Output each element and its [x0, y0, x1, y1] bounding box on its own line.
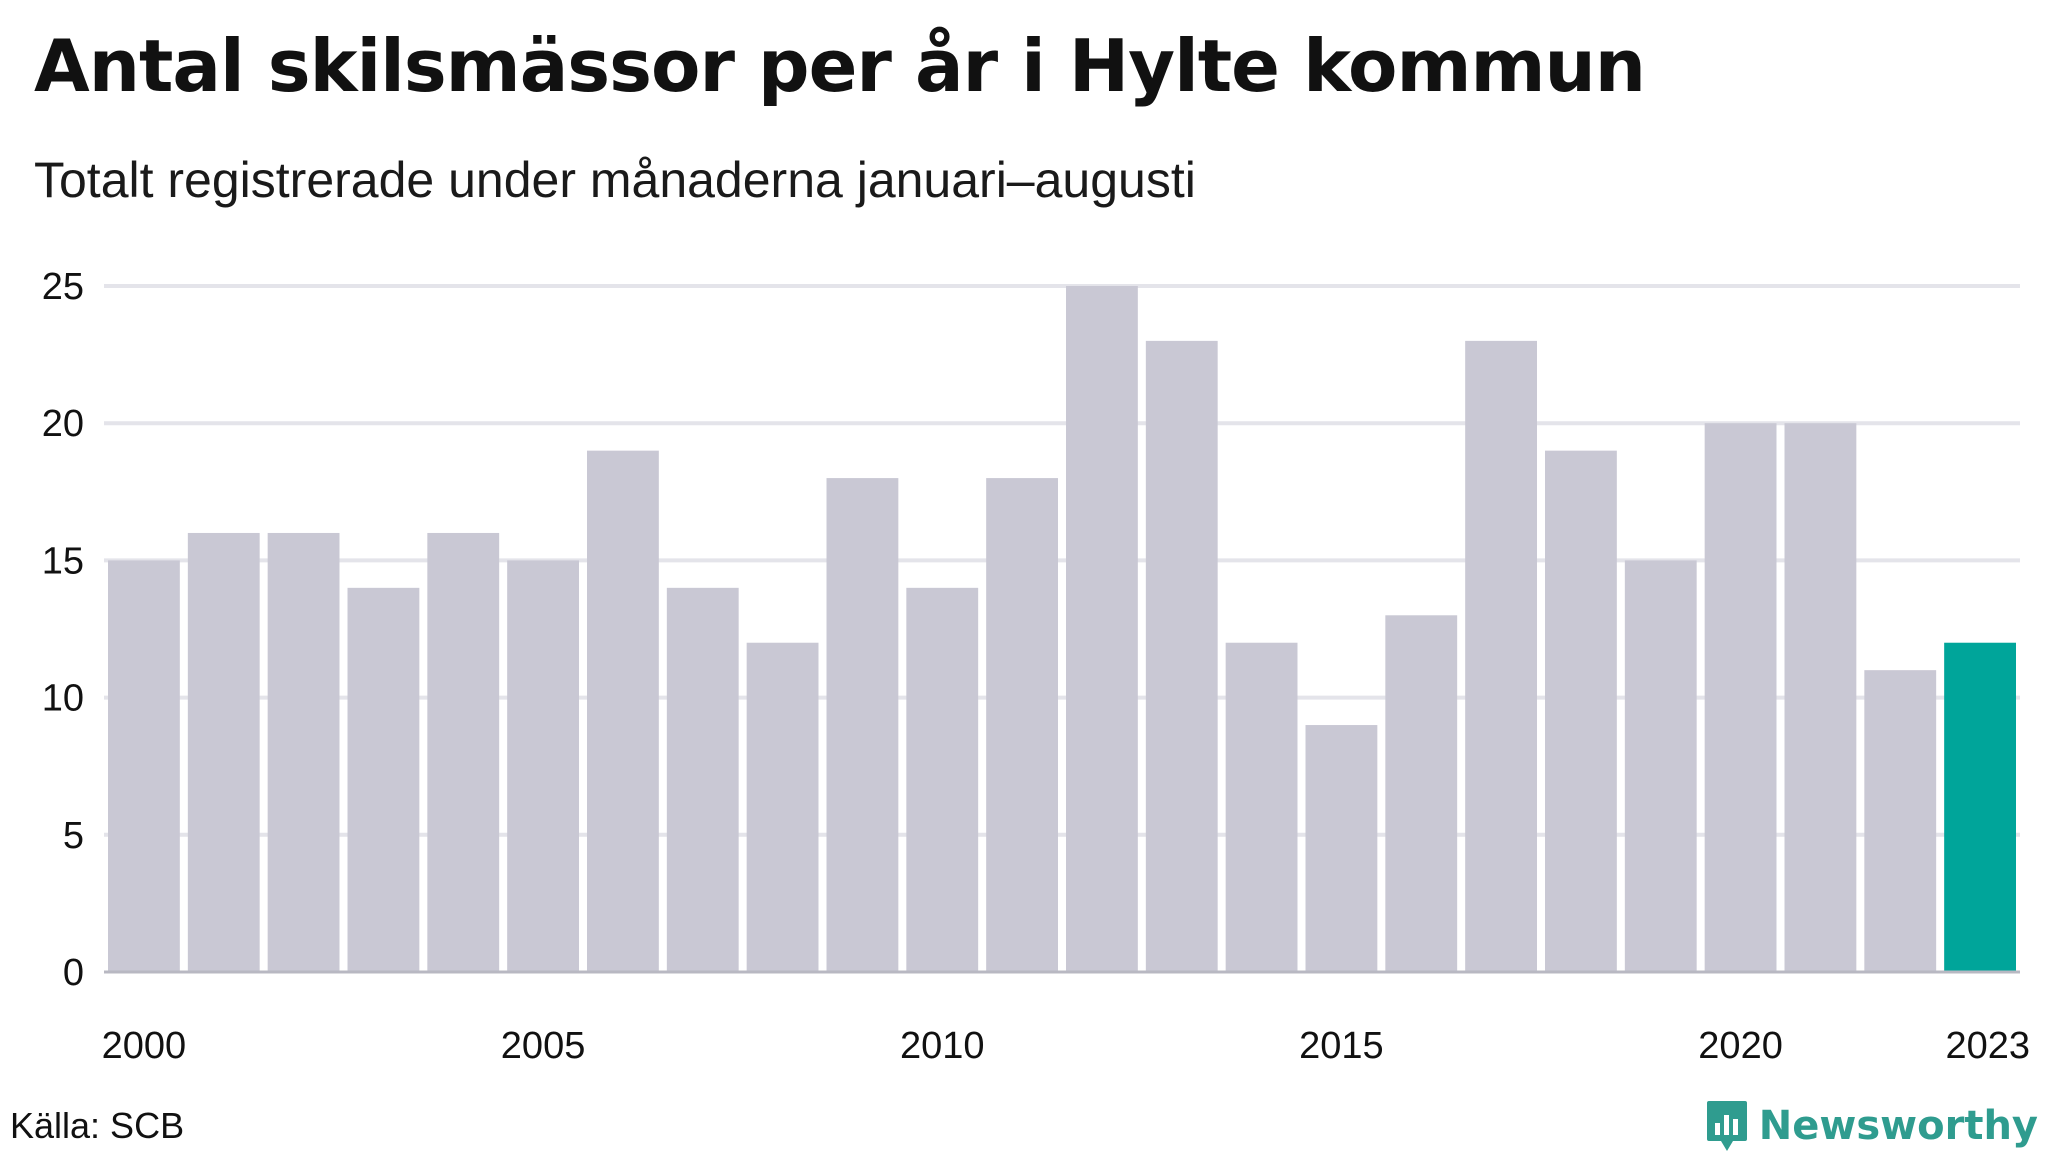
bar-2000 — [108, 560, 180, 972]
bar-2019 — [1624, 560, 1697, 972]
bar-2022 — [1864, 670, 1937, 972]
x-tick-label: 2005 — [501, 1025, 586, 1067]
bar-2007 — [666, 587, 739, 972]
brand-name: Newsworthy — [1758, 1103, 2038, 1149]
chart-title: Antal skilsmässor per år i Hylte kommun — [34, 24, 1646, 108]
gridlines — [104, 284, 2020, 837]
x-tick-label: 2020 — [1698, 1025, 1783, 1067]
x-tick-label: 2023 — [1945, 1025, 2030, 1067]
bar-2013 — [1145, 340, 1218, 972]
bar-2015 — [1305, 725, 1378, 972]
bar-2021 — [1784, 423, 1857, 972]
y-tick-label: 5 — [63, 815, 84, 857]
bar-2012 — [1066, 286, 1138, 972]
bar-2008 — [746, 642, 819, 972]
bar-2005 — [507, 560, 579, 972]
y-tick-label: 10 — [42, 678, 84, 720]
y-tick-label: 15 — [42, 540, 84, 582]
bar-2020 — [1704, 423, 1777, 972]
x-tick-label: 2000 — [102, 1025, 187, 1067]
bar-2023 — [1944, 642, 2016, 972]
newsworthy-logo-icon — [1706, 1101, 1747, 1151]
bar-2006 — [587, 450, 659, 972]
x-tick-label: 2010 — [900, 1025, 985, 1067]
bar-2002 — [267, 532, 340, 972]
x-axis-tick-labels: 2000 2005 2010 2015 2020 2023 — [102, 1025, 2030, 1067]
x-tick-label: 2015 — [1299, 1025, 1384, 1067]
bar-2011 — [986, 478, 1058, 972]
y-tick-label: 0 — [63, 952, 84, 994]
bar-2014 — [1225, 642, 1298, 972]
bar-2018 — [1545, 450, 1617, 972]
bar-2003 — [347, 587, 420, 972]
y-axis-tick-labels: 0 5 10 15 20 25 — [42, 266, 84, 994]
bars — [108, 286, 2016, 972]
bar-2016 — [1385, 615, 1458, 972]
y-tick-label: 25 — [42, 266, 84, 308]
source-note: Källa: SCB — [10, 1105, 185, 1146]
bar-2009 — [826, 478, 899, 972]
brand-logo: Newsworthy — [1705, 1098, 2038, 1154]
bar-2004 — [427, 532, 500, 972]
y-tick-label: 20 — [42, 403, 84, 445]
bar-2017 — [1465, 340, 1537, 972]
bar-2010 — [906, 587, 979, 972]
bar-2001 — [187, 532, 260, 972]
chart-subtitle: Totalt registrerade under månaderna janu… — [34, 152, 1196, 208]
